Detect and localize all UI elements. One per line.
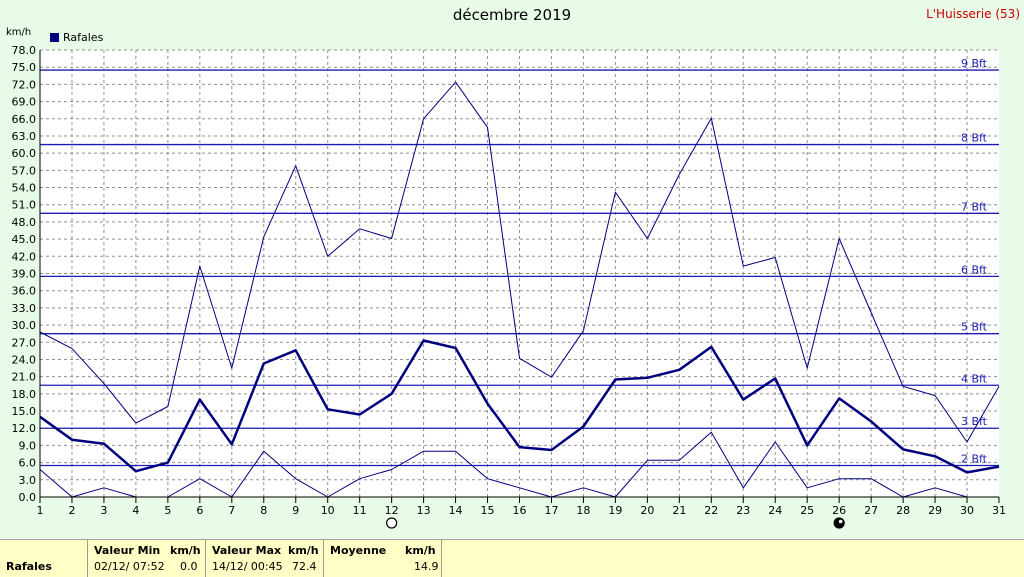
avg-value: 14.9: [414, 560, 439, 573]
y-axis-unit: km/h: [6, 27, 31, 38]
avg-unit: km/h: [405, 544, 436, 557]
max-header: Valeur Max: [212, 544, 281, 557]
x-tick-label: 4: [132, 504, 139, 517]
y-tick-label: 63.0: [12, 130, 37, 143]
y-tick-label: 78.0: [12, 44, 37, 57]
legend-swatch: [50, 33, 59, 42]
x-tick-label: 22: [704, 504, 718, 517]
y-tick-label: 39.0: [12, 268, 37, 281]
x-tick-label: 25: [800, 504, 814, 517]
y-tick-label: 21.0: [12, 371, 37, 384]
x-tick-label: 15: [481, 504, 495, 517]
y-tick-label: 42.0: [12, 250, 37, 263]
y-tick-label: 9.0: [19, 439, 37, 452]
x-tick-label: 8: [260, 504, 267, 517]
x-tick-label: 10: [321, 504, 335, 517]
y-tick-label: 54.0: [12, 182, 37, 195]
x-tick-label: 6: [196, 504, 203, 517]
x-tick-label: 23: [736, 504, 750, 517]
y-tick-label: 18.0: [12, 388, 37, 401]
x-tick-label: 27: [864, 504, 878, 517]
x-tick-label: 16: [513, 504, 527, 517]
chart-canvas: 2 Bft 3 Bft 4 Bft 5 Bft 6 Bft 7 Bft 8 Bft 9 Bft…: [0, 0, 1024, 538]
beaufort-label: 2 Bft: [961, 452, 988, 465]
y-tick-label: 15.0: [12, 405, 37, 418]
beaufort-label: 4 Bft: [961, 372, 988, 385]
y-tick-label: 33.0: [12, 302, 37, 315]
legend-label: Rafales: [63, 31, 103, 44]
x-tick-label: 3: [100, 504, 107, 517]
chart-title: décembre 2019: [0, 6, 1024, 24]
y-tick-label: 69.0: [12, 96, 37, 109]
y-tick-label: 57.0: [12, 164, 37, 177]
y-tick-label: 24.0: [12, 353, 37, 366]
y-tick-label: 3.0: [19, 474, 37, 487]
y-tick-label: 0.0: [19, 491, 37, 504]
beaufort-label: 5 Bft: [961, 321, 988, 334]
x-tick-label: 13: [417, 504, 431, 517]
y-tick-label: 75.0: [12, 61, 37, 74]
beaufort-label: 7 Bft: [961, 200, 988, 213]
footer-separator: [205, 540, 206, 577]
x-tick-label: 2: [68, 504, 75, 517]
x-tick-label: 28: [896, 504, 910, 517]
y-tick-label: 6.0: [19, 457, 37, 470]
beaufort-label: 8 Bft: [961, 132, 988, 145]
moon-highlight: [839, 520, 843, 524]
x-tick-label: 21: [672, 504, 686, 517]
x-tick-label: 11: [353, 504, 367, 517]
max-value: 72.4: [292, 560, 317, 573]
beaufort-label: 3 Bft: [961, 415, 988, 428]
x-tick-label: 1: [37, 504, 44, 517]
x-tick-label: 12: [385, 504, 399, 517]
y-tick-label: 30.0: [12, 319, 37, 332]
y-tick-label: 66.0: [12, 113, 37, 126]
y-tick-label: 51.0: [12, 199, 37, 212]
x-tick-label: 24: [768, 504, 782, 517]
legend: Rafales: [50, 31, 103, 44]
y-tick-label: 36.0: [12, 285, 37, 298]
x-tick-label: 31: [992, 504, 1006, 517]
max-time: 14/12/ 00:45: [212, 560, 283, 573]
x-tick-label: 5: [164, 504, 171, 517]
x-tick-label: 19: [608, 504, 622, 517]
x-tick-label: 26: [832, 504, 846, 517]
x-tick-label: 30: [960, 504, 974, 517]
x-tick-label: 14: [449, 504, 463, 517]
min-header: Valeur Min: [94, 544, 160, 557]
stats-footer: Rafales Valeur Min km/h 02/12/ 07:52 0.0…: [0, 539, 1024, 577]
min-value: 0.0: [180, 560, 198, 573]
beaufort-label: 9 Bft: [961, 57, 988, 70]
min-unit: km/h: [170, 544, 201, 557]
new-moon-icon: [834, 518, 844, 528]
x-tick-label: 20: [640, 504, 654, 517]
y-tick-label: 72.0: [12, 78, 37, 91]
footer-separator: [323, 540, 324, 577]
footer-separator: [441, 540, 442, 577]
y-tick-label: 48.0: [12, 216, 37, 229]
y-tick-label: 60.0: [12, 147, 37, 160]
footer-series-label: Rafales: [6, 560, 52, 573]
y-tick-label: 45.0: [12, 233, 37, 246]
x-tick-label: 7: [228, 504, 235, 517]
x-tick-label: 29: [928, 504, 942, 517]
full-moon-icon: [387, 518, 397, 528]
max-unit: km/h: [288, 544, 319, 557]
footer-separator: [87, 540, 88, 577]
y-tick-label: 12.0: [12, 422, 37, 435]
y-tick-label: 27.0: [12, 336, 37, 349]
x-tick-label: 18: [576, 504, 590, 517]
x-tick-label: 9: [292, 504, 299, 517]
avg-header: Moyenne: [330, 544, 386, 557]
moon-phases: [387, 518, 845, 528]
station-name: L'Huisserie (53): [926, 7, 1020, 21]
beaufort-label: 6 Bft: [961, 263, 988, 276]
min-time: 02/12/ 07:52: [94, 560, 165, 573]
x-tick-label: 17: [544, 504, 558, 517]
